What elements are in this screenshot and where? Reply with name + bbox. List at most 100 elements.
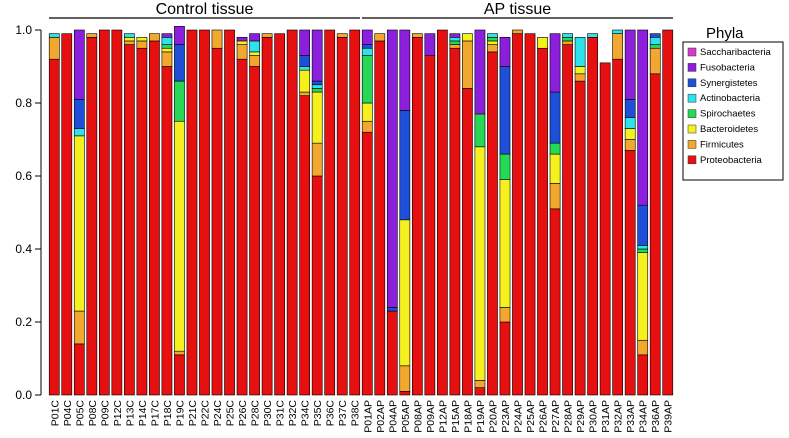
bar-segment-bacteroidetes: [462, 33, 473, 42]
bar-segment-spirochaetes: [487, 36, 498, 42]
bar-p33ap: [624, 29, 636, 396]
bar-p02ap: [374, 33, 386, 396]
legend-swatch: [687, 155, 697, 165]
legend-label: Actinobacteria: [700, 93, 761, 104]
bar-p32ap: [612, 29, 624, 396]
bar-segment-spirochaetes: [174, 80, 185, 122]
bar-p28c: [249, 33, 260, 396]
bar-p09ap: [424, 33, 436, 396]
bar-segment-proteobacteria: [649, 73, 661, 396]
bar-segment-proteobacteria: [624, 150, 636, 396]
legend-swatch: [687, 47, 697, 57]
bar-segment-fusobacteria: [249, 33, 260, 42]
bar-segment-actinobacteria: [124, 33, 135, 38]
bar-p38c: [349, 29, 361, 396]
bar-segment-firmicutes: [361, 120, 373, 133]
x-tick-label: P08AP: [412, 400, 424, 433]
bar-segment-bacteroidetes: [161, 47, 173, 53]
bar-p22c: [199, 29, 210, 396]
bar-segment-fusobacteria: [174, 26, 185, 45]
bar-segment-proteobacteria: [449, 47, 461, 396]
x-tick-label: P26C: [237, 400, 249, 427]
bar-p30c: [261, 33, 273, 396]
x-tick-label: P09AP: [425, 400, 437, 433]
bar-p01c: [48, 33, 60, 396]
bar-p17c: [149, 33, 160, 396]
bar-p01ap: [361, 29, 373, 396]
bar-segment-firmicutes: [86, 33, 98, 38]
bar-segment-synergistetes: [174, 44, 185, 82]
bar-p26c: [236, 36, 248, 396]
y-tick-label: 0.0: [15, 388, 32, 402]
x-tick-label: P22C: [200, 400, 212, 427]
x-tick-label: P02AP: [375, 400, 387, 433]
y-axis: 0.0 0.2 0.4 0.6 0.8 1.0: [15, 23, 42, 402]
bar-segment-proteobacteria: [474, 387, 486, 396]
bar-segment-firmicutes: [236, 44, 248, 60]
x-tick-label: P08C: [87, 400, 99, 427]
y-tick-label: 1.0: [15, 23, 32, 37]
bar-p26ap: [537, 36, 548, 396]
bar-p39ap: [662, 29, 674, 396]
bar-segment-fusobacteria: [236, 36, 248, 42]
legend-label: Fusobacteria: [700, 62, 756, 73]
legend-box: [682, 41, 784, 181]
bar-segment-proteobacteria: [637, 354, 649, 396]
bars: [48, 26, 674, 396]
x-tick-label: P24AP: [513, 400, 525, 433]
bar-p04c: [61, 33, 73, 396]
bar-p35c: [311, 29, 323, 396]
bar-segment-proteobacteria: [249, 66, 260, 396]
bar-p19ap: [474, 29, 486, 396]
bar-segment-firmicutes: [299, 91, 311, 97]
bar-segment-proteobacteria: [599, 62, 611, 396]
legend-item-proteobacteria: Proteobacteria: [687, 155, 763, 166]
bar-segment-fusobacteria: [73, 29, 85, 100]
bar-segment-firmicutes: [499, 307, 511, 323]
x-tick-label: P24C: [212, 400, 224, 427]
group-headers: Control tissue AP tissue: [49, 1, 673, 19]
bar-segment-actinobacteria: [574, 36, 586, 67]
x-tick-label: P12C: [112, 400, 124, 427]
x-tick-label: P30AP: [588, 400, 600, 433]
x-tick-label: P30C: [262, 400, 274, 427]
bar-segment-proteobacteria: [111, 29, 123, 396]
bar-p31ap: [599, 62, 611, 396]
bar-segment-proteobacteria: [524, 33, 536, 396]
bar-segment-proteobacteria: [136, 47, 148, 396]
bar-segment-firmicutes: [311, 142, 323, 177]
bar-segment-synergistetes: [637, 204, 649, 246]
bar-segment-proteobacteria: [662, 29, 674, 396]
bar-segment-proteobacteria: [437, 29, 448, 396]
bar-segment-bacteroidetes: [499, 179, 511, 308]
bar-segment-proteobacteria: [462, 88, 473, 396]
bar-segment-actinobacteria: [449, 36, 461, 42]
x-tick-label: P27AP: [550, 400, 562, 433]
bar-segment-spirochaetes: [449, 40, 461, 45]
legend-swatch: [687, 93, 697, 103]
bar-segment-fusobacteria: [361, 29, 373, 45]
x-tick-label: P12AP: [437, 400, 449, 433]
bar-segment-fusobacteria: [424, 33, 436, 56]
legend-item-actinobacteria: Actinobacteria: [687, 93, 761, 104]
bar-segment-firmicutes: [261, 33, 273, 38]
bar-segment-fusobacteria: [386, 29, 398, 308]
bar-segment-proteobacteria: [174, 354, 185, 396]
x-tick-label: P32C: [287, 400, 299, 427]
bar-segment-actinobacteria: [612, 29, 624, 34]
bar-segment-proteobacteria: [199, 29, 210, 396]
bar-segment-firmicutes: [136, 40, 148, 49]
bar-segment-synergistetes: [361, 44, 373, 49]
bar-segment-bacteroidetes: [399, 219, 411, 367]
bar-segment-proteobacteria: [261, 36, 273, 396]
bar-segment-firmicutes: [562, 40, 573, 45]
bar-segment-actinobacteria: [73, 128, 85, 137]
bar-segment-proteobacteria: [386, 310, 398, 396]
x-tick-label: P05C: [74, 400, 86, 427]
x-tick-label: P29AP: [575, 400, 587, 433]
bar-segment-actinobacteria: [361, 47, 373, 56]
bar-segment-firmicutes: [174, 350, 185, 356]
bar-segment-bacteroidetes: [136, 36, 148, 42]
bar-p25ap: [524, 33, 536, 396]
bar-segment-spirochaetes: [361, 55, 373, 104]
